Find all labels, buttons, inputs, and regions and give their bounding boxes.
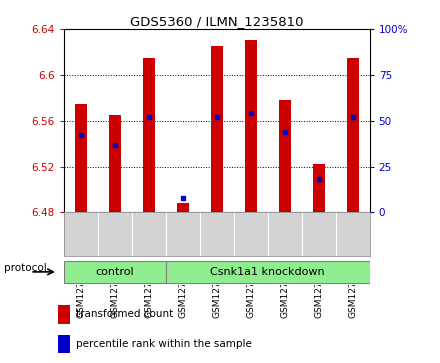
Bar [166,261,370,283]
Text: percentile rank within the sample: percentile rank within the sample [76,339,252,349]
Text: Csnk1a1 knockdown: Csnk1a1 knockdown [210,267,325,277]
Bar [177,203,189,212]
Bar [143,58,155,212]
Title: GDS5360 / ILMN_1235810: GDS5360 / ILMN_1235810 [130,15,304,28]
Bar [75,103,87,212]
Bar [313,164,325,212]
Bar [109,115,121,212]
Bar [347,58,359,212]
Bar [64,261,166,283]
Bar [279,100,290,212]
Bar [58,335,70,353]
Text: protocol: protocol [4,263,47,273]
Text: transformed count: transformed count [76,309,173,319]
Text: control: control [95,267,134,277]
Bar [245,41,257,212]
Bar [58,305,70,323]
Bar [211,46,223,212]
